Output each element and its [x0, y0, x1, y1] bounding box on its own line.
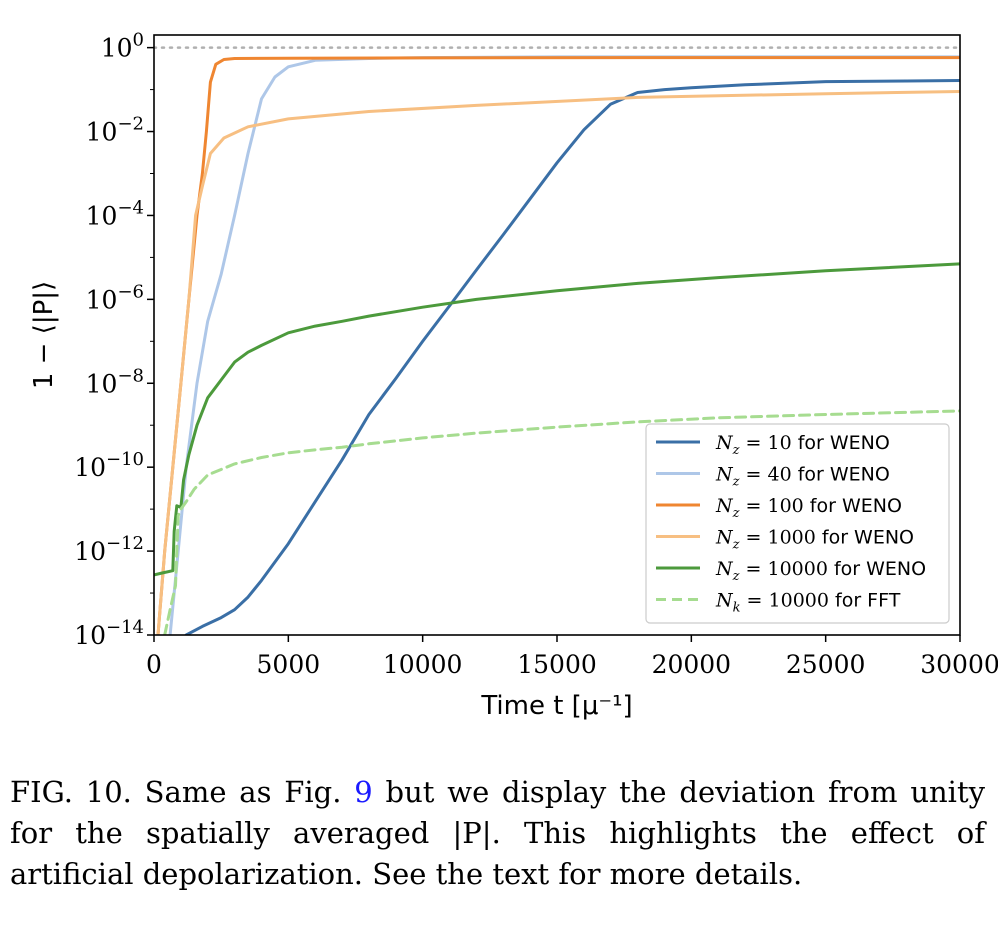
- y-tick-label: 100: [101, 30, 144, 63]
- y-tick-label: 10−14: [74, 617, 144, 650]
- legend-entry-5: Nk = 10000 for FFT: [715, 590, 901, 616]
- x-tick-label: 20000: [652, 650, 732, 679]
- x-tick-label: 10000: [383, 650, 463, 679]
- legend-entry-3: Nz = 1000 for WENO: [715, 527, 914, 553]
- y-axis-label: 1 − ⟨|P|⟩: [29, 281, 59, 389]
- caption-body: but we display the deviation from unity …: [10, 775, 985, 891]
- series-line-3: [156, 90, 960, 635]
- caption-lead: FIG. 10. Same as Fig.: [10, 775, 355, 809]
- series-line-4: [154, 262, 960, 577]
- x-axis: 0 5000 10000 15000 20000 25000 30000: [146, 635, 998, 679]
- y-tick-label: 10−2: [86, 114, 144, 147]
- legend-entry-0: Nz = 10 for WENO: [715, 432, 890, 458]
- x-tick-label: 30000: [920, 650, 998, 679]
- legend-entry-4: Nz = 10000 for WENO: [715, 558, 926, 584]
- y-tick-label: 10−10: [74, 449, 144, 482]
- series-line-0: [184, 79, 960, 635]
- figure-ref-link[interactable]: 9: [354, 775, 373, 809]
- x-tick-label: 25000: [786, 650, 866, 679]
- y-tick-label: 10−4: [86, 197, 144, 230]
- y-tick-label: 10−8: [86, 365, 144, 398]
- y-axis: 100 10−2 10−4 10−6 10−8 10−10 10−12 10−14: [74, 30, 154, 650]
- y-tick-label: 10−6: [86, 281, 144, 314]
- figure-caption: FIG. 10. Same as Fig. 9 but we display t…: [10, 772, 985, 895]
- legend-entry-2: Nz = 100 for WENO: [715, 495, 902, 521]
- chart: 0 5000 10000 15000 20000 25000 30000 10010−210…: [29, 30, 998, 721]
- legend: Nz = 10 for WENO Nz = 40 for WENO Nz = 100…: [645, 423, 950, 624]
- x-tick-label: 0: [146, 650, 162, 679]
- series-line-5: [163, 409, 960, 635]
- x-tick-label: 15000: [517, 650, 597, 679]
- series-group: [154, 55, 960, 635]
- legend-entry-1: Nz = 40 for WENO: [715, 464, 890, 490]
- x-tick-label: 5000: [257, 650, 321, 679]
- legend-box: [645, 423, 950, 624]
- x-axis-label: Time t [μ⁻¹]: [480, 691, 632, 721]
- y-tick-label: 10−12: [74, 533, 144, 566]
